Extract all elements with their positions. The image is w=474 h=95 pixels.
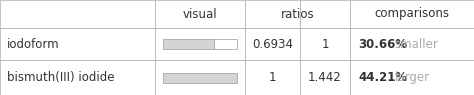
Bar <box>155 0 245 28</box>
Bar <box>245 28 300 60</box>
Text: comparisons: comparisons <box>374 8 449 21</box>
Text: bismuth(III) iodide: bismuth(III) iodide <box>7 71 115 84</box>
Bar <box>300 60 350 95</box>
Text: 1.442: 1.442 <box>308 71 342 84</box>
Bar <box>350 60 474 95</box>
Text: ratios: ratios <box>281 8 314 21</box>
Bar <box>0 60 155 95</box>
Bar <box>155 60 245 95</box>
Text: smaller: smaller <box>395 38 438 51</box>
Bar <box>163 39 214 49</box>
Bar <box>0 0 155 28</box>
Bar <box>214 39 237 49</box>
Bar <box>0 28 155 60</box>
Bar <box>300 28 350 60</box>
Text: 44.21%: 44.21% <box>358 71 407 84</box>
Bar <box>300 0 350 28</box>
Text: 1: 1 <box>269 71 276 84</box>
Text: 0.6934: 0.6934 <box>252 38 293 51</box>
Bar <box>163 72 237 82</box>
Bar <box>350 28 474 60</box>
Bar <box>245 60 300 95</box>
Text: 1: 1 <box>321 38 329 51</box>
Text: iodoform: iodoform <box>7 38 60 51</box>
Text: 30.66%: 30.66% <box>358 38 407 51</box>
Bar <box>350 0 474 28</box>
Bar <box>155 28 245 60</box>
Text: visual: visual <box>182 8 217 21</box>
Text: larger: larger <box>395 71 430 84</box>
Bar <box>245 0 300 28</box>
